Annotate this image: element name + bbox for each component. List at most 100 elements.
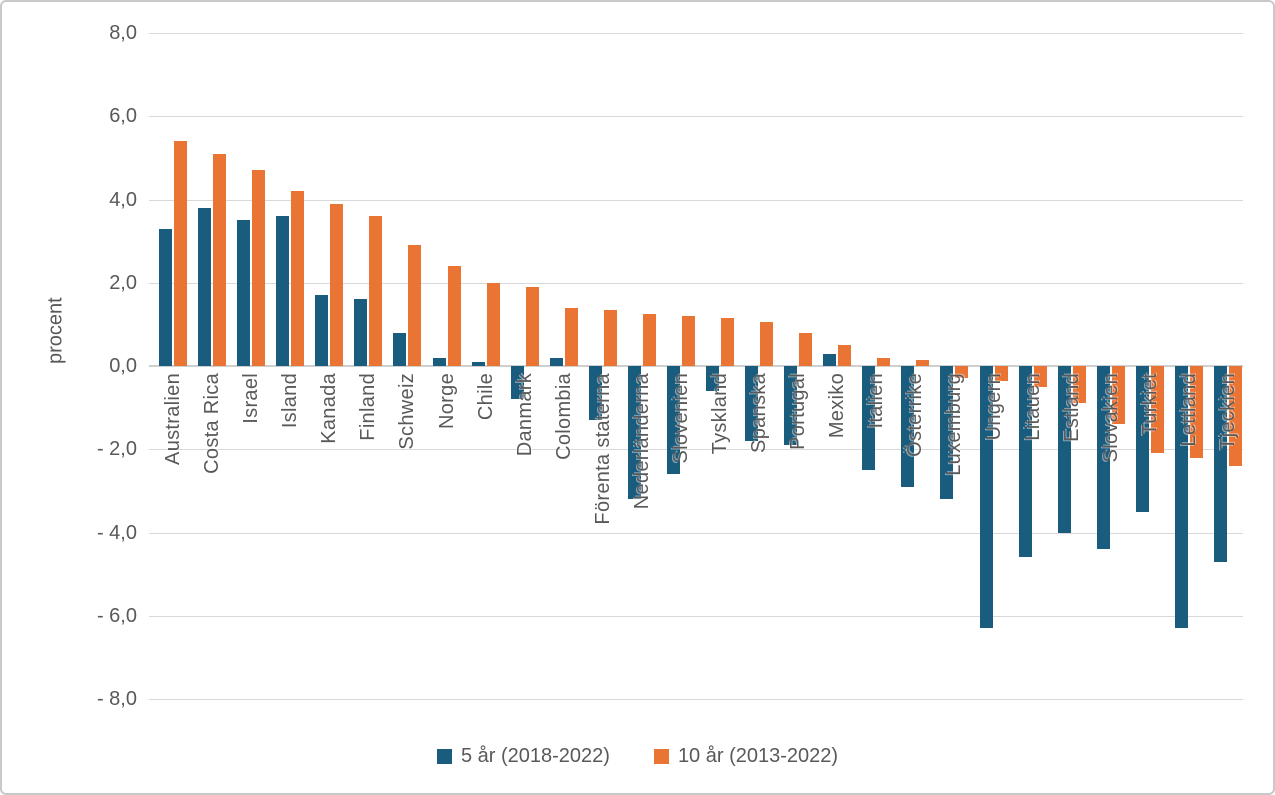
category-label: Estland <box>1060 373 1083 442</box>
legend-swatch-icon <box>653 748 669 764</box>
bar-10ar-21 <box>994 366 1008 381</box>
y-tick-label: - 6,0 <box>96 604 137 627</box>
category-label: Lettland <box>1177 373 1200 447</box>
bar-5ar-1 <box>198 207 212 366</box>
category-label: Costa Rica <box>201 373 224 474</box>
gridline <box>149 699 1243 700</box>
legend-item-10ar: 10 år (2013-2022) <box>653 744 839 768</box>
bar-5ar-14 <box>706 366 719 391</box>
gridline <box>149 199 1243 201</box>
bar-5ar-13 <box>666 366 680 475</box>
y-tick-label: - 2,0 <box>96 438 137 461</box>
y-tick-label: 0,0 <box>109 355 137 377</box>
bar-10ar-10 <box>564 307 578 366</box>
bar-5ar-17 <box>823 353 837 366</box>
legend-swatch-icon <box>436 748 452 764</box>
category-label: Österrike <box>904 373 927 457</box>
bar-5ar-24 <box>1096 366 1110 550</box>
bar-10ar-14 <box>721 318 734 366</box>
y-tick-label: - 8,0 <box>96 688 137 710</box>
bar-5ar-7 <box>432 357 446 366</box>
bar-10ar-15 <box>760 322 774 366</box>
gridline <box>149 33 1243 34</box>
category-label: Spanska <box>748 373 771 453</box>
bar-10ar-27 <box>1228 366 1242 466</box>
bar-10ar-0 <box>174 141 187 366</box>
bar-10ar-11 <box>603 309 617 366</box>
category-label: Litauen <box>1021 373 1044 441</box>
category-label: Finland <box>357 373 380 441</box>
category-label: Danmark <box>513 373 536 457</box>
legend-item-5ar: 5 år (2018-2022) <box>436 744 610 768</box>
zero-axis-line <box>149 365 1243 367</box>
bar-10ar-20 <box>955 366 969 379</box>
bar-5ar-4 <box>315 295 329 366</box>
legend-label: 5 år (2018-2022) <box>460 744 610 767</box>
category-label: Norge <box>435 373 458 429</box>
bar-10ar-7 <box>447 266 461 366</box>
category-label: Ungern <box>982 373 1005 441</box>
y-tick-label: 4,0 <box>109 188 137 211</box>
gridline <box>149 116 1243 118</box>
bar-5ar-23 <box>1057 366 1071 533</box>
bar-10ar-23 <box>1072 366 1086 404</box>
gridline <box>149 532 1243 534</box>
category-label: Tyskland <box>709 373 731 455</box>
bar-10ar-24 <box>1111 366 1125 425</box>
category-label: Turkiet <box>1138 373 1161 436</box>
bar-10ar-9 <box>525 286 539 366</box>
bar-5ar-11 <box>588 366 602 421</box>
category-label: Schweiz <box>396 373 419 450</box>
bar-5ar-3 <box>276 216 290 366</box>
bar-5ar-10 <box>549 357 563 366</box>
y-tick-label: - 4,0 <box>96 521 137 544</box>
category-label: Kanada <box>318 373 341 444</box>
bar-5ar-16 <box>784 366 798 446</box>
bar-10ar-12 <box>642 313 656 366</box>
gridline <box>149 449 1243 451</box>
bar-10ar-17 <box>838 345 852 366</box>
bar-5ar-22 <box>1018 366 1032 558</box>
category-label: Slovenien <box>669 373 692 464</box>
category-label: Luxemburg <box>943 373 966 476</box>
bar-10ar-5 <box>369 216 383 366</box>
y-tick-label: 2,0 <box>109 271 137 294</box>
bar-5ar-26 <box>1174 366 1188 629</box>
bar-5ar-19 <box>901 366 915 487</box>
bar-10ar-1 <box>213 153 227 366</box>
bar-10ar-22 <box>1033 366 1047 387</box>
bar-5ar-15 <box>745 366 759 441</box>
bar-10ar-6 <box>408 245 422 366</box>
bar-5ar-9 <box>510 366 524 400</box>
bar-10ar-25 <box>1150 366 1164 454</box>
category-label: Italien <box>865 373 888 429</box>
bar-10ar-26 <box>1189 366 1203 458</box>
bar-10ar-13 <box>681 316 695 366</box>
bar-5ar-8 <box>471 361 485 366</box>
category-label: Tjeckien <box>1216 373 1239 450</box>
bar-5ar-6 <box>393 332 407 366</box>
bar-5ar-21 <box>979 366 993 629</box>
bar-5ar-0 <box>159 228 172 366</box>
bar-10ar-2 <box>252 170 266 366</box>
bar-5ar-27 <box>1213 366 1227 562</box>
category-label: Förenta staterna <box>591 373 614 525</box>
legend-label: 10 år (2013-2022) <box>677 744 839 767</box>
category-label: Portugal <box>787 373 810 450</box>
bar-5ar-20 <box>940 366 954 500</box>
category-label: Nederländerna <box>630 373 653 510</box>
category-label: Mexiko <box>826 373 849 439</box>
bar-10ar-4 <box>330 203 344 366</box>
bar-10ar-3 <box>291 191 305 366</box>
bar-10ar-19 <box>916 359 930 366</box>
gridline <box>149 282 1243 284</box>
category-label: Colombia <box>552 373 575 460</box>
y-tick-label: 8,0 <box>109 22 137 44</box>
category-label: Chile <box>474 373 497 421</box>
bar-5ar-18 <box>862 366 876 471</box>
legend: 5 år (2018-2022) 10 år (2013-2022) <box>2 743 1273 769</box>
gridline <box>149 615 1243 617</box>
bar-10ar-8 <box>486 282 500 366</box>
bar-5ar-25 <box>1135 366 1149 512</box>
